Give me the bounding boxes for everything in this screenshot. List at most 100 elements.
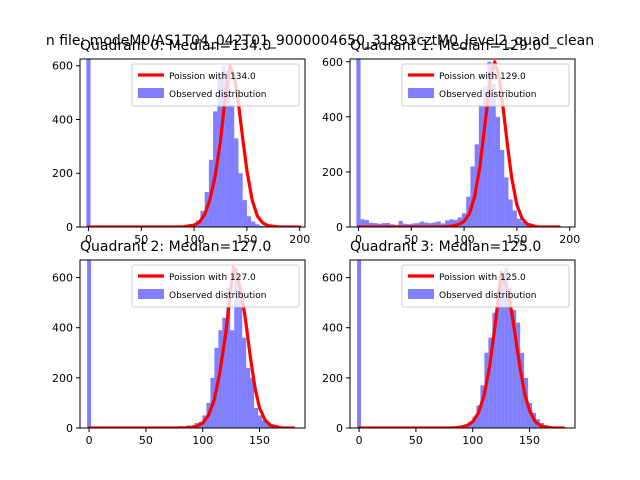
histogram-bar (432, 222, 437, 227)
histogram-bar (487, 61, 492, 227)
figure-suptitle: n file: modeM0/AS1T04_042T01_9000004650_… (46, 33, 594, 49)
x-tick-label: 100 (462, 434, 483, 447)
legend-box (401, 264, 570, 308)
histogram-bar (225, 71, 230, 227)
histogram-bar (238, 173, 243, 227)
legend-hist-label: Observed distribution (169, 90, 266, 100)
legend-hist-label: Observed distribution (169, 291, 266, 301)
histogram-bar (453, 219, 458, 227)
legend-line-label: Poission with 127.0 (169, 273, 256, 283)
histogram-bar (234, 138, 239, 227)
histogram-bar (415, 223, 420, 227)
histogram-bar (398, 220, 403, 227)
histogram-bar (516, 218, 522, 227)
y-tick-label: 0 (336, 221, 343, 234)
axes-frame (79, 259, 306, 429)
axes-frame (349, 259, 576, 429)
y-tick-label: 600 (52, 60, 73, 73)
histogram-bar (476, 405, 481, 428)
histogram-bar (357, 260, 362, 428)
legend-line-label: Poission with 134.0 (169, 72, 256, 82)
histogram-bar (472, 416, 477, 428)
histogram-bar (381, 223, 386, 227)
histogram-bar (500, 149, 505, 227)
histogram-bar (423, 222, 429, 227)
x-tick-label: 100 (454, 233, 475, 246)
y-tick-label: 200 (52, 167, 73, 180)
y-tick-label: 0 (66, 221, 73, 234)
histogram-bar (419, 221, 424, 227)
poisson-fit-line (86, 64, 302, 227)
histogram-bar (385, 222, 391, 227)
axes-frame (79, 58, 306, 228)
histogram-bar (221, 65, 226, 227)
histogram-bar (250, 377, 255, 428)
histogram-bar (480, 385, 485, 428)
y-tick-label: 0 (66, 422, 73, 435)
legend-hist-swatch (408, 88, 434, 98)
histogram-bar (369, 222, 374, 227)
legend-box (131, 63, 300, 107)
x-tick-label: 100 (184, 233, 205, 246)
histogram-bar (222, 317, 227, 428)
x-tick-label: 0 (356, 434, 363, 447)
histogram-bar (402, 223, 408, 227)
x-tick-label: 50 (134, 233, 148, 246)
histogram-bar (262, 420, 267, 428)
poisson-fit-line (357, 270, 566, 428)
legend-hist-swatch (138, 289, 164, 299)
y-tick-label: 200 (52, 372, 73, 385)
histogram-bar (242, 200, 247, 227)
histogram-bar (360, 219, 365, 227)
histogram-bar (521, 222, 526, 227)
y-tick-label: 200 (322, 372, 343, 385)
x-tick-label: 50 (139, 434, 153, 447)
histogram-bar (449, 219, 454, 227)
histogram-bar (495, 116, 500, 227)
histogram-bar (86, 59, 91, 227)
x-tick-label: 0 (85, 233, 92, 246)
legend-hist-label: Observed distribution (439, 90, 536, 100)
chart-title: Quadrant 1: Median=129.0 (350, 38, 541, 54)
y-tick-label: 0 (336, 422, 343, 435)
histogram-bar (492, 312, 497, 428)
chart-title: Quadrant 0: Median=134.0 (80, 38, 271, 54)
histogram-bar (483, 86, 488, 227)
x-tick-label: 200 (289, 233, 310, 246)
histogram-bar (491, 83, 496, 227)
legend-line-label: Poission with 129.0 (439, 72, 526, 82)
legend-line-label: Poission with 125.0 (439, 273, 526, 283)
y-tick-label: 400 (52, 322, 73, 335)
x-tick-label: 50 (409, 434, 423, 447)
histogram-bar (508, 199, 513, 227)
poisson-fit-line (87, 265, 296, 428)
axes-frame (349, 58, 576, 228)
x-tick-label: 50 (404, 233, 418, 246)
histogram-bar (436, 221, 441, 227)
legend-box (131, 264, 300, 308)
histogram-bar (356, 59, 361, 227)
legend-hist-swatch (408, 289, 434, 299)
chart-title: Quadrant 3: Median=125.0 (350, 239, 541, 255)
quadrant-2-panel: Quadrant 2: Median=127.0 0 50 100 150 0 200 400… (52, 239, 306, 447)
histogram-bar (428, 223, 433, 227)
chart-title: Quadrant 2: Median=127.0 (80, 239, 271, 255)
quadrant-1-panel: Quadrant 1: Median=129.0 0 50 100 150 200 0 200… (322, 38, 580, 246)
histogram-bar (440, 223, 446, 227)
histogram-bar (504, 267, 509, 428)
y-tick-label: 600 (322, 272, 343, 285)
histogram-bar (254, 407, 259, 428)
histogram-bar (520, 352, 525, 428)
x-tick-label: 150 (506, 233, 527, 246)
histogram-bar (508, 287, 513, 428)
histogram-bar (496, 292, 501, 428)
histogram-bar (488, 337, 493, 428)
histogram-bar (266, 422, 271, 428)
histogram-bar (246, 367, 251, 428)
histogram-bar (364, 220, 370, 227)
histogram-bar (255, 224, 260, 227)
histogram-bar (226, 287, 231, 428)
histogram-bar (377, 223, 382, 227)
histogram-bar (87, 260, 92, 428)
x-tick-label: 150 (519, 434, 540, 447)
